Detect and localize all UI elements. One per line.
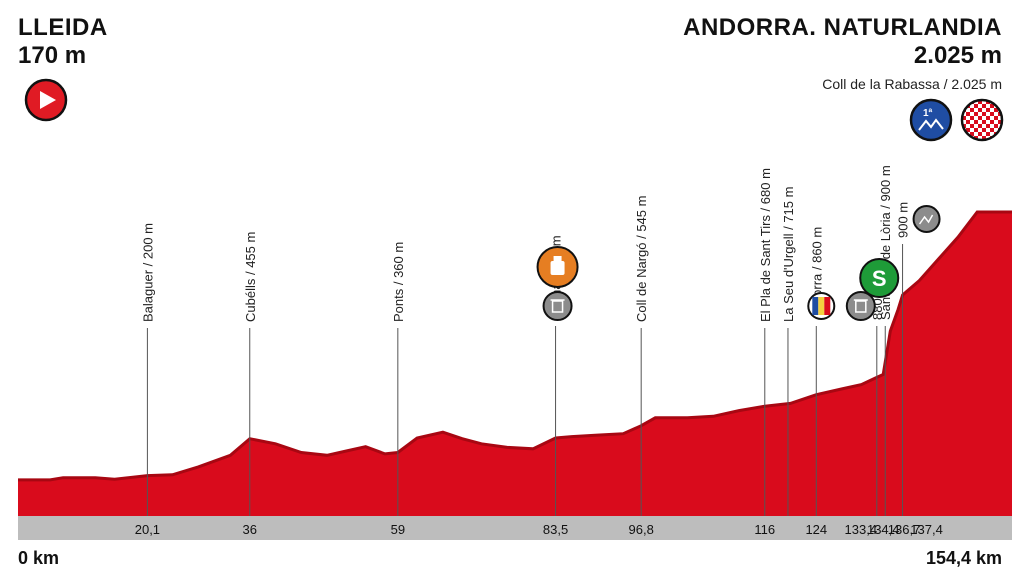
waypoint-label: La Seu d'Urgell / 715 m [781, 187, 796, 322]
svg-text:1ª: 1ª [923, 108, 933, 119]
finish-altitude: 2.025 m [913, 42, 1002, 69]
climb-start-icon [912, 205, 941, 233]
waypoint-label: Balaguer / 200 m [140, 223, 155, 322]
feed-zone-icon [536, 246, 579, 288]
waypoint-label: El Pla de Sant Tirs / 680 m [758, 168, 773, 322]
distance-axis-band [18, 516, 1012, 540]
distance-end: 154,4 km [925, 548, 1002, 568]
distance-label: 59 [391, 522, 405, 537]
profile-area [18, 212, 1012, 516]
distance-label: 20,1 [135, 522, 160, 537]
waste-zone-icon [542, 291, 573, 321]
play-icon [24, 78, 68, 122]
start-town: LLEIDA [18, 14, 108, 41]
distance-label: 36 [243, 522, 257, 537]
start-altitude: 170 m [18, 42, 87, 69]
distance-label: 133,4 [845, 522, 878, 537]
distance-label: 83,5 [543, 522, 568, 537]
waypoint-label: 900 m [896, 202, 911, 238]
waste-zone-icon [845, 291, 876, 321]
distance-label: 137,4 [910, 522, 943, 537]
waypoint-label: Ponts / 360 m [391, 242, 406, 322]
finish-climb-label: Coll de la Rabassa / 2.025 m [822, 76, 1002, 92]
distance-label: 124 [805, 522, 827, 537]
checkered-flag-icon [960, 98, 1004, 142]
waypoint-label: Coll de Nargó / 545 m [634, 196, 649, 322]
finish-town: ANDORRA. NATURLANDIA [683, 14, 1002, 41]
sprint-icon: S [859, 258, 900, 298]
distance-label: 134,4 [867, 522, 900, 537]
distance-label: 136,7 [888, 522, 921, 537]
distance-start: 0 km [18, 548, 60, 568]
distance-label: 116 [754, 522, 775, 537]
andorra-flag-icon [807, 292, 836, 320]
svg-text:S: S [872, 266, 887, 291]
distance-label: 96,8 [629, 522, 654, 537]
waypoint-label: Cubélls / 455 m [243, 232, 258, 322]
mountain-category-1-icon: 1ª [909, 98, 953, 142]
